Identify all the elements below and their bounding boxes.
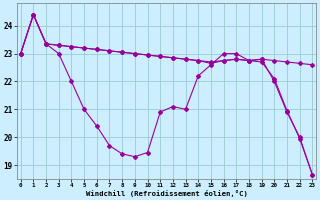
X-axis label: Windchill (Refroidissement éolien,°C): Windchill (Refroidissement éolien,°C) — [85, 190, 247, 197]
